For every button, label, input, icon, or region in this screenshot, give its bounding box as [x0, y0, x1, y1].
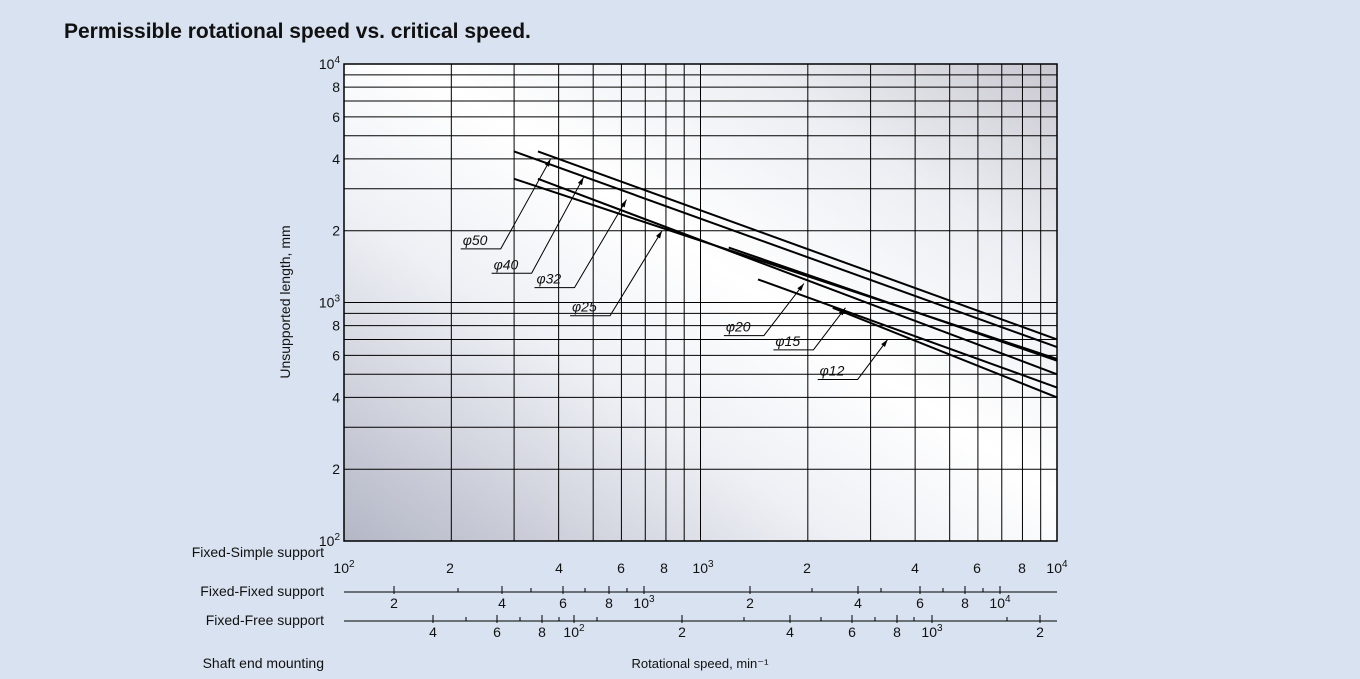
series-group	[513, 150, 1058, 399]
series-line	[537, 177, 1058, 376]
x-tick-label: 8	[660, 560, 668, 576]
series-line	[757, 278, 1058, 389]
series-line	[513, 150, 1058, 349]
x-tick-label: 2	[678, 624, 686, 640]
label-arrowhead	[838, 307, 846, 316]
label-leader-line	[534, 199, 627, 289]
x-tick-label: 4	[429, 624, 437, 640]
x-tick-label: 2	[803, 560, 811, 576]
label-arrowhead	[577, 177, 584, 186]
x-tick-label: 2	[390, 595, 398, 611]
x-tick-label: 2	[746, 595, 754, 611]
plot-border	[343, 63, 1058, 542]
y-tick-label: 8	[332, 79, 340, 95]
x-tick-label: 4	[498, 595, 506, 611]
series-line	[537, 150, 1058, 341]
x-tick-label: 8	[893, 624, 901, 640]
x-tick-label: 104	[1046, 559, 1068, 576]
label-leader-line	[570, 230, 663, 317]
y-tick-label: 6	[332, 347, 340, 363]
x-tick-label: 2	[1036, 624, 1044, 640]
x-tick-label: 6	[973, 560, 981, 576]
label-leader-line	[460, 158, 552, 250]
y-tick-label: 103	[319, 294, 341, 311]
series-label: φ40	[494, 256, 519, 272]
x-tick-label: 6	[617, 560, 625, 576]
series-labels: φ50 φ40 φ32 φ25 φ20 φ15 φ12	[460, 158, 889, 380]
x-scale-name: Fixed-Free support	[206, 612, 324, 628]
x-tick-label: 6	[916, 595, 924, 611]
x-tick-label: 4	[854, 595, 862, 611]
grid	[344, 64, 1057, 541]
x-tick-label: 6	[559, 595, 567, 611]
y-tick-label: 8	[332, 318, 340, 334]
x-tick-label: 103	[633, 594, 655, 611]
label-leader-line	[723, 283, 805, 337]
chart-title: Permissible rotational speed vs. critica…	[64, 20, 531, 43]
x-tick-label: 8	[538, 624, 546, 640]
x-tick-label: 103	[692, 559, 714, 576]
series-line	[832, 306, 1058, 399]
x-tick-label: 8	[1018, 560, 1026, 576]
label-leader-line	[817, 339, 889, 380]
y-tick-label: 104	[319, 55, 341, 72]
label-arrowhead	[797, 283, 804, 292]
label-leader-line	[491, 177, 585, 274]
shaft-end-mounting-label: Shaft end mounting	[203, 655, 324, 671]
series-label: φ12	[820, 362, 845, 378]
x-tick-label: 102	[333, 559, 355, 576]
x-tick-label: 2	[446, 560, 454, 576]
x-tick-label: 4	[911, 560, 919, 576]
series-label: φ50	[463, 232, 488, 248]
label-arrowhead	[620, 199, 627, 208]
y-tick-label: 2	[332, 223, 340, 239]
series-label: φ20	[726, 319, 751, 335]
series-label: φ25	[572, 299, 597, 315]
series-label: φ15	[775, 333, 800, 349]
x-scale-2: Fixed-Free support 4 6 8 102 2 4 6 8 103 2	[206, 612, 1057, 640]
x-scale-name: Fixed-Simple support	[192, 544, 324, 560]
y-tick-label: 4	[332, 151, 340, 167]
y-tick-label: 2	[332, 461, 340, 477]
x-tick-label: 104	[989, 594, 1011, 611]
x-tick-label: 103	[921, 623, 943, 640]
x-tick-label: 6	[848, 624, 856, 640]
y-tick-label: 4	[332, 389, 340, 405]
x-scale-1: Fixed-Fixed support 2 4 6 8 103 2 4 6 8 104	[200, 583, 1057, 611]
series-line	[728, 246, 1058, 362]
x-tick-label: 6	[493, 624, 501, 640]
x-tick-label: 102	[563, 623, 585, 640]
x-tick-label: 4	[555, 560, 563, 576]
y-axis-label: Unsupported length, mm	[277, 225, 293, 378]
label-leader-line	[773, 307, 846, 351]
x-axis-label: Rotational speed, min⁻¹	[632, 656, 770, 671]
x-tick-label: 8	[961, 595, 969, 611]
label-arrowhead	[881, 339, 888, 347]
label-arrowhead	[544, 158, 551, 167]
label-arrowhead	[656, 230, 663, 239]
x-tick-label: 8	[605, 595, 613, 611]
y-tick-label: 6	[332, 109, 340, 125]
series-label: φ32	[536, 271, 561, 287]
x-tick-label: 4	[786, 624, 794, 640]
x-scale-0: Fixed-Simple support 102 2 4 6 8 103 2 4 6 8 104	[192, 544, 1068, 576]
x-scale-name: Fixed-Fixed support	[200, 583, 324, 599]
